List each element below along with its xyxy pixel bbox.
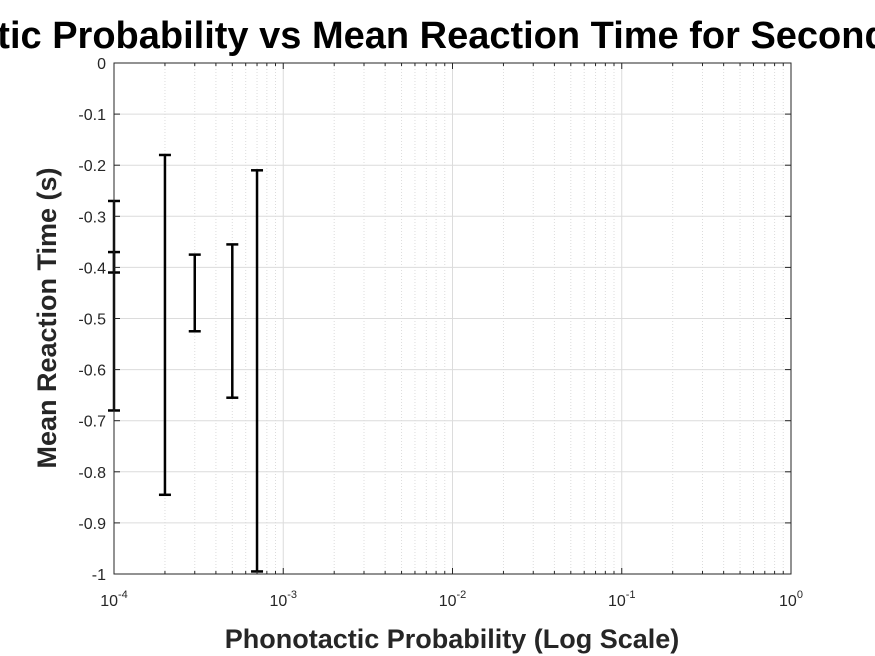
error-bar (188, 253, 201, 333)
y-tick-label: -0.1 (78, 107, 106, 124)
x-tick-label: 10-2 (439, 589, 467, 610)
y-tick-label: -0.6 (78, 363, 106, 380)
error-bar (226, 243, 239, 399)
y-axis-label: Mean Reaction Time (s) (32, 167, 62, 468)
x-tick-label: 100 (779, 589, 803, 610)
y-tick-label: -1 (92, 567, 106, 584)
y-tick-label: -0.2 (78, 158, 106, 175)
y-tick-label: -0.9 (78, 516, 106, 533)
x-tick-label: 10-4 (100, 589, 128, 610)
chart-title: Phonotactic Probability vs Mean Reaction… (0, 15, 875, 57)
y-tick-label: -0.5 (78, 312, 106, 329)
y-tick-labels: 0 -0.1 -0.2 -0.3 -0.4 -0.5 -0.6 -0.7 -0.8 -0.9 -1 (78, 56, 106, 584)
y-tick-label: -0.8 (78, 465, 106, 482)
x-tick-label: 10-3 (269, 589, 297, 610)
y-tick-label: 0 (97, 56, 106, 73)
axes (113, 62, 792, 575)
x-tick-labels: 10-4 10-3 10-2 10-1 100 (100, 589, 803, 610)
y-tick-label: -0.4 (78, 260, 106, 277)
x-axis-label: Phonotactic Probability (Log Scale) (225, 624, 680, 654)
x-tick-label: 10-1 (608, 589, 636, 610)
y-tick-label: -0.3 (78, 209, 106, 226)
y-tick-label: -0.7 (78, 414, 106, 431)
error-bar (158, 153, 171, 497)
